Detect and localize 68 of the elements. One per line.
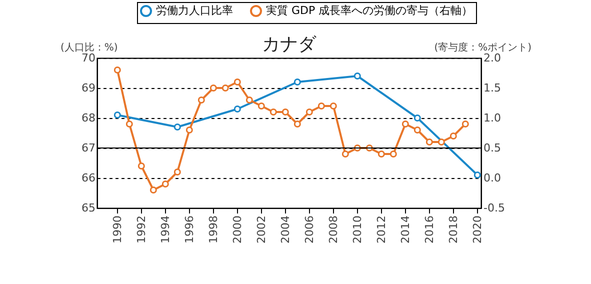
point (402, 120, 409, 128)
point (306, 108, 313, 116)
point (234, 78, 241, 86)
x-tick-label: 2008 (326, 216, 340, 244)
y-tick-label: 70 (82, 52, 96, 64)
y2-tick-label: 0.0 (484, 172, 501, 184)
point (114, 66, 121, 74)
point (354, 72, 361, 80)
point (126, 120, 133, 128)
point (450, 132, 457, 140)
y2-tick-label: 1.5 (484, 82, 501, 94)
x-tick-label: 1994 (158, 216, 172, 244)
x-tick-label: 1990 (110, 216, 124, 244)
y2-axis-title: (寄与度：%ポイント) (434, 42, 532, 54)
x-tick-label: 2010 (350, 216, 364, 244)
point (378, 150, 385, 158)
point (282, 108, 289, 116)
point (258, 102, 265, 110)
point (174, 124, 181, 130)
point (150, 186, 157, 194)
point (294, 78, 301, 86)
x-tick-label: 1998 (206, 216, 220, 244)
y-tick-label: 69 (82, 82, 96, 94)
point (474, 172, 481, 178)
point (414, 126, 421, 134)
y2-tick-label: 2.0 (484, 52, 501, 64)
point (342, 150, 349, 158)
point (438, 138, 445, 146)
y-tick-label: 68 (82, 112, 96, 124)
x-tick-label: 2006 (302, 216, 316, 244)
chart-title: カナダ (262, 34, 317, 55)
point (270, 108, 277, 116)
point (390, 150, 397, 158)
x-tick-label: 1996 (182, 216, 196, 244)
point (414, 114, 421, 122)
point (222, 84, 229, 92)
x-tick-label: 2020 (470, 216, 484, 244)
point (294, 120, 301, 128)
point (234, 106, 241, 112)
point (426, 138, 433, 146)
point (246, 96, 253, 104)
point (174, 168, 181, 176)
x-tick-label: 1992 (134, 216, 148, 244)
y-tick-label: 65 (82, 202, 96, 214)
point (318, 102, 325, 110)
y-tick-label: 66 (82, 172, 96, 184)
point (198, 96, 205, 104)
x-tick-label: 2018 (446, 216, 460, 244)
x-tick-label: 2014 (398, 216, 412, 244)
x-tick-label: 2000 (230, 216, 244, 244)
y2-tick-label: 0.5 (484, 142, 501, 154)
y2-tick-label: 1.0 (484, 112, 501, 124)
x-tick-label: 2012 (374, 216, 388, 244)
point (138, 162, 145, 170)
x-tick-label: 2002 (254, 216, 268, 244)
point (462, 120, 469, 128)
y-tick-label: 67 (82, 142, 96, 154)
x-tick-label: 2004 (278, 216, 292, 244)
point (330, 102, 337, 110)
y-axis-title: (人口比：%) (60, 42, 118, 54)
y2-tick-label: -0.5 (484, 202, 505, 214)
point (210, 84, 217, 92)
point (186, 126, 193, 134)
point (114, 112, 121, 118)
x-tick-label: 2016 (422, 216, 436, 244)
legend-label: 実質 GDP 成長率への労働の寄与（右軸） (266, 4, 473, 17)
point (162, 180, 169, 188)
legend-label: 労働力人口比率 (156, 4, 233, 17)
